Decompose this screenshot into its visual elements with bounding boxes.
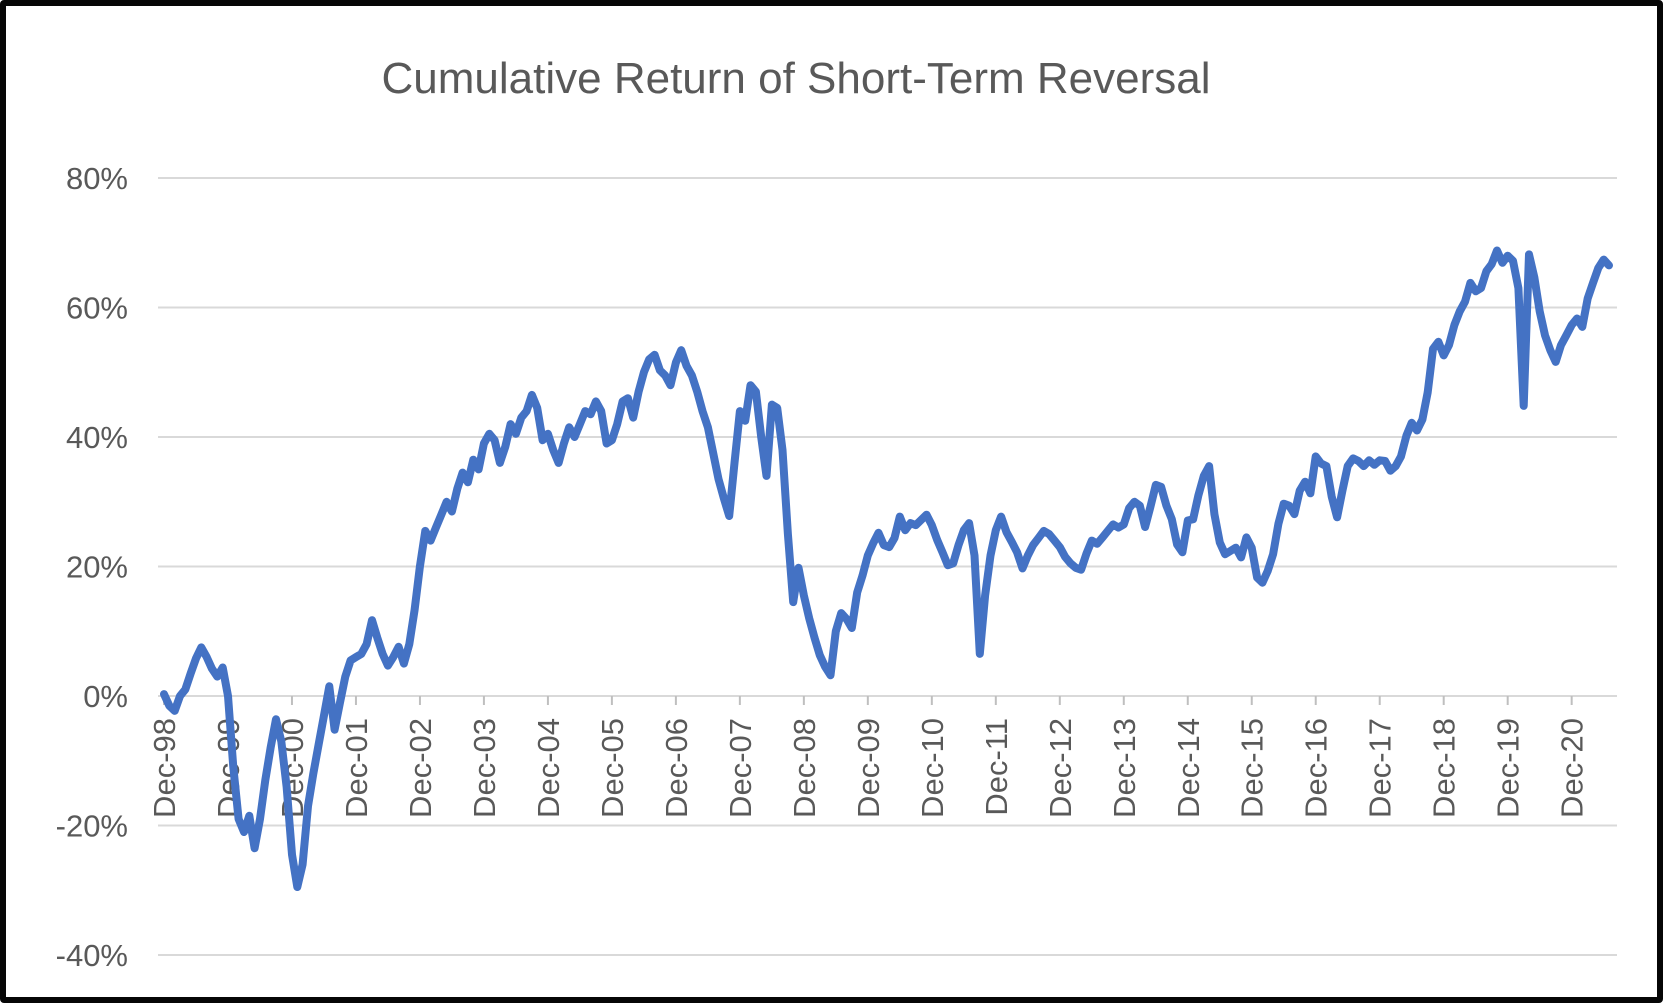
x-tick-label: Dec-06 — [659, 718, 694, 818]
y-tick-label: 40% — [66, 420, 128, 455]
x-tick-label: Dec-05 — [595, 718, 630, 818]
data-line-cumulative-return — [160, 246, 1613, 891]
x-tick-label: Dec-18 — [1427, 718, 1462, 818]
x-tick-label: Dec-17 — [1363, 718, 1398, 818]
y-tick-label: 60% — [66, 291, 128, 326]
y-tick-label: -40% — [56, 938, 128, 973]
x-tick-label: Dec-11 — [979, 718, 1014, 816]
x-tick-label: Dec-01 — [339, 718, 374, 818]
x-tick-label: Dec-07 — [723, 718, 758, 818]
x-tick-label: Dec-20 — [1555, 718, 1590, 818]
x-tick-label: Dec-16 — [1299, 718, 1334, 818]
y-tick-label: 20% — [66, 550, 128, 585]
x-tick-label: Dec-10 — [915, 718, 950, 818]
x-tick-label: Dec-15 — [1235, 718, 1270, 818]
chart-title: Cumulative Return of Short-Term Reversal — [381, 54, 1211, 103]
x-tick-label: Dec-08 — [787, 718, 822, 818]
x-tick-label: Dec-12 — [1043, 718, 1078, 818]
x-tick-label: Dec-19 — [1491, 718, 1526, 818]
chart-canvas: 80%60%40%20%0%-20%-40%Dec-98 Dec-99 Dec-00… — [56, 161, 1617, 973]
x-tick-label: Dec-09 — [851, 718, 886, 818]
x-tick-label: Dec-03 — [467, 718, 502, 818]
x-tick-label: Dec-02 — [403, 718, 438, 818]
x-tick-label: Dec-98 — [147, 718, 182, 818]
x-tick-label: Dec-13 — [1107, 718, 1142, 818]
x-tick-label: Dec-04 — [531, 718, 566, 818]
y-tick-label: -20% — [56, 809, 128, 844]
y-tick-label: 0% — [83, 679, 128, 714]
y-tick-label: 80% — [66, 161, 128, 196]
x-tick-label: Dec-14 — [1171, 718, 1206, 818]
